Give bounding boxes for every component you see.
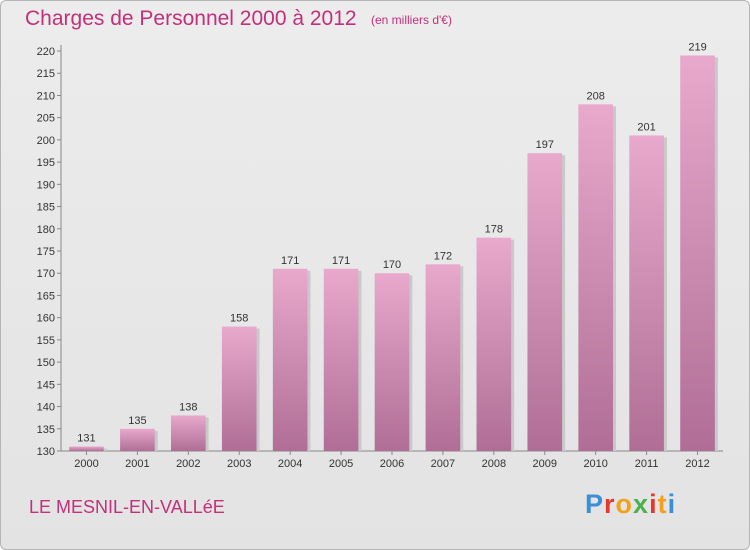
y-tick-label: 210 xyxy=(37,90,55,102)
logo-letter: i xyxy=(649,489,658,519)
x-tick-label: 2011 xyxy=(635,458,659,470)
y-tick-label: 195 xyxy=(37,157,55,169)
bar-value-label: 172 xyxy=(434,250,452,262)
bar xyxy=(578,104,614,451)
x-tick-label: 2000 xyxy=(74,458,98,470)
bar-value-label: 208 xyxy=(587,90,605,102)
logo-letter: o xyxy=(615,489,634,519)
bar-value-label: 158 xyxy=(230,313,248,325)
y-tick-label: 140 xyxy=(37,402,55,414)
y-tick-label: 200 xyxy=(37,135,55,147)
chart-title: Charges de Personnel 2000 à 2012 xyxy=(25,7,357,30)
logo-letter: x xyxy=(633,489,650,519)
bar-value-label: 171 xyxy=(281,255,299,267)
bar-value-label: 138 xyxy=(179,401,197,413)
bar xyxy=(221,326,257,451)
bar xyxy=(272,268,308,451)
x-tick-label: 2001 xyxy=(125,458,149,470)
y-tick-label: 220 xyxy=(37,46,55,58)
logo-letter: r xyxy=(604,489,616,519)
x-tick-label: 2009 xyxy=(533,458,557,470)
x-tick-label: 2008 xyxy=(482,458,506,470)
bar-value-label: 219 xyxy=(688,41,706,53)
proxiti-logo: Proxiti xyxy=(585,489,676,520)
y-tick-label: 165 xyxy=(37,290,55,302)
x-tick-label: 2005 xyxy=(329,458,353,470)
x-tick-label: 2002 xyxy=(176,458,200,470)
y-tick-label: 185 xyxy=(37,202,55,214)
bar-value-label: 170 xyxy=(383,259,401,271)
y-tick-label: 130 xyxy=(37,446,55,458)
y-tick-label: 160 xyxy=(37,313,55,325)
bar-value-label: 201 xyxy=(637,121,655,133)
logo-letter: i xyxy=(667,489,677,519)
bar xyxy=(69,446,104,451)
bar-value-label: 131 xyxy=(77,433,95,445)
x-tick-label: 2004 xyxy=(278,458,302,470)
commune-name: LE MESNIL-EN-VALLéE xyxy=(29,497,225,517)
chart-subtitle: (en milliers d'€) xyxy=(371,13,452,27)
logo-letter: P xyxy=(585,489,605,519)
bar-value-label: 135 xyxy=(128,415,146,427)
logo-letter: t xyxy=(657,489,668,519)
bar-value-label: 197 xyxy=(536,139,554,151)
y-tick-label: 215 xyxy=(37,68,55,80)
bar xyxy=(629,135,664,451)
bar-value-label: 178 xyxy=(485,224,503,236)
y-tick-label: 150 xyxy=(37,357,55,369)
bar xyxy=(527,153,563,451)
y-tick-label: 180 xyxy=(37,224,55,236)
y-tick-label: 205 xyxy=(37,113,55,125)
x-tick-label: 2010 xyxy=(583,458,607,470)
bar xyxy=(323,268,359,451)
x-tick-label: 2003 xyxy=(227,458,251,470)
y-tick-label: 155 xyxy=(37,335,55,347)
y-tick-label: 190 xyxy=(37,179,55,191)
bar xyxy=(425,264,461,451)
bar xyxy=(374,273,410,451)
bar xyxy=(120,428,155,451)
x-tick-label: 2012 xyxy=(685,458,709,470)
x-tick-label: 2006 xyxy=(380,458,404,470)
y-tick-label: 175 xyxy=(37,246,55,258)
y-tick-label: 170 xyxy=(37,268,55,280)
y-tick-label: 145 xyxy=(37,379,55,391)
bar-value-label: 171 xyxy=(332,255,350,267)
bar xyxy=(476,237,512,451)
x-tick-label: 2007 xyxy=(431,458,455,470)
y-tick-label: 135 xyxy=(37,424,55,436)
bar xyxy=(170,415,206,451)
bar xyxy=(680,55,715,451)
